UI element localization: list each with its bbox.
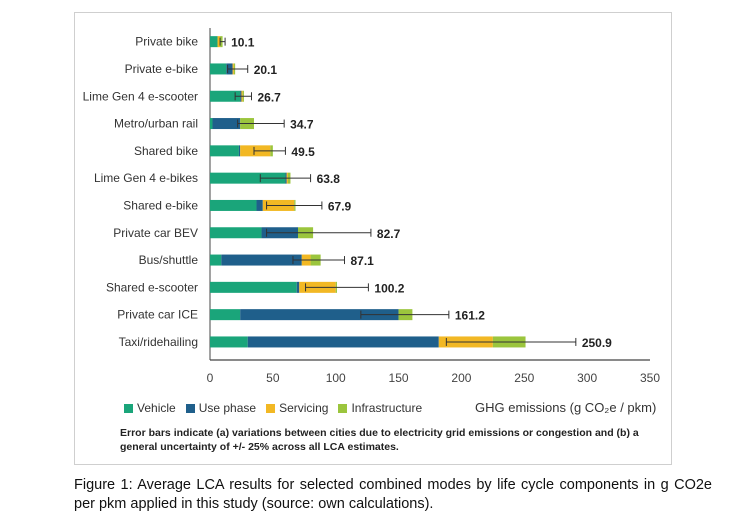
x-tick-label: 300 <box>577 371 597 385</box>
bar-vehicle-metro-urban-rail <box>210 118 213 130</box>
bar-use-phase-shared-e-scooter <box>296 281 300 293</box>
category-label-shared-e-scooter: Shared e-scooter <box>106 280 198 294</box>
x-tick-label: 150 <box>389 371 409 385</box>
bar-use-phase-shared-bike <box>238 145 241 157</box>
error-bar-note: Error bars indicate (a) variations betwe… <box>120 427 639 453</box>
legend-label-servicing: Servicing <box>279 401 329 415</box>
bar-use-phase-private-car-ice <box>240 309 399 321</box>
total-label-private-e-bike: 20.1 <box>254 63 278 77</box>
x-tick-label: 50 <box>266 371 280 385</box>
bar-vehicle-bus-shuttle <box>210 254 222 266</box>
chart-legend: Vehicle Use phase Servicing Infrastructu… <box>124 401 426 415</box>
legend-swatch-vehicle <box>124 403 133 413</box>
category-label-bus-shuttle: Bus/shuttle <box>139 253 199 267</box>
legend-label-vehicle: Vehicle <box>137 401 176 415</box>
total-label-shared-e-bike: 67.9 <box>328 199 352 213</box>
bar-use-phase-metro-urban-rail <box>212 118 241 130</box>
x-tick-label: 250 <box>514 371 534 385</box>
bar-vehicle-shared-bike <box>210 145 239 157</box>
total-label-bus-shuttle: 87.1 <box>351 254 375 268</box>
legend-item-use-phase: Use phase <box>185 401 257 415</box>
x-tick-label: 100 <box>326 371 346 385</box>
category-label-lime-gen-4-e-scooter: Lime Gen 4 e-scooter <box>83 89 198 103</box>
category-label-shared-e-bike: Shared e-bike <box>123 198 198 212</box>
legend-swatch-use-phase <box>185 403 195 413</box>
category-label-metro-urban-rail: Metro/urban rail <box>114 117 198 131</box>
bar-use-phase-shared-e-bike <box>256 199 263 211</box>
total-label-lime-gen-4-e-bikes: 63.8 <box>317 172 341 186</box>
category-label-shared-bike: Shared bike <box>134 144 198 158</box>
legend-swatch-infrastructure <box>338 403 348 413</box>
bar-vehicle-private-bike <box>210 36 218 48</box>
chart-plot: 0 50 100 150 200 250 300 350 Private bike 10.1 Pri… <box>83 28 660 385</box>
bar-vehicle-lime-gen-4-e-scooter <box>210 90 241 102</box>
category-label-private-car-ice: Private car ICE <box>117 308 198 322</box>
bar-use-phase-bus-shuttle <box>221 254 302 266</box>
category-label-lime-gen-4-e-bikes: Lime Gen 4 e-bikes <box>94 171 198 185</box>
bar-vehicle-shared-e-scooter <box>210 281 297 293</box>
category-label-private-bike: Private bike <box>135 35 198 49</box>
bar-vehicle-shared-e-bike <box>210 199 257 211</box>
legend-item-vehicle: Vehicle <box>124 401 176 415</box>
total-label-lime-gen-4-e-scooter: 26.7 <box>257 90 281 104</box>
legend-label-use-phase: Use phase <box>198 401 257 415</box>
category-label-taxi-ridehailing: Taxi/ridehailing <box>119 335 198 349</box>
bar-vehicle-taxi-ridehailing <box>210 336 248 348</box>
total-label-private-bike: 10.1 <box>231 36 255 50</box>
bar-vehicle-private-car-bev <box>210 227 262 239</box>
total-label-shared-e-scooter: 100.2 <box>374 281 404 295</box>
category-label-private-car-bev: Private car BEV <box>113 226 198 240</box>
legend-item-infrastructure: Infrastructure <box>338 401 422 415</box>
category-label-private-e-bike: Private e-bike <box>125 62 199 76</box>
legend-swatch-servicing <box>266 403 276 413</box>
total-label-private-car-bev: 82.7 <box>377 227 401 241</box>
bar-vehicle-lime-gen-4-e-bikes <box>210 172 286 184</box>
chart-frame <box>74 12 672 465</box>
total-label-private-car-ice: 161.2 <box>455 309 485 323</box>
total-label-metro-urban-rail: 34.7 <box>290 118 314 132</box>
figure-caption: Figure 1: Average LCA results for select… <box>74 477 712 512</box>
bar-use-phase-taxi-ridehailing <box>247 336 439 348</box>
legend-item-servicing: Servicing <box>266 401 328 415</box>
total-label-taxi-ridehailing: 250.9 <box>582 336 612 350</box>
x-tick-label: 350 <box>640 371 660 385</box>
bar-servicing-private-bike <box>217 36 221 48</box>
total-label-shared-bike: 49.5 <box>291 145 315 159</box>
x-tick-label: 0 <box>207 371 214 385</box>
bar-vehicle-private-car-ice <box>210 309 241 321</box>
bar-vehicle-private-e-bike <box>210 63 227 75</box>
x-tick-label: 200 <box>451 371 471 385</box>
x-axis-label: GHG emissions (g CO₂e / pkm) <box>475 400 657 415</box>
legend-label-infrastructure: Infrastructure <box>351 401 423 415</box>
